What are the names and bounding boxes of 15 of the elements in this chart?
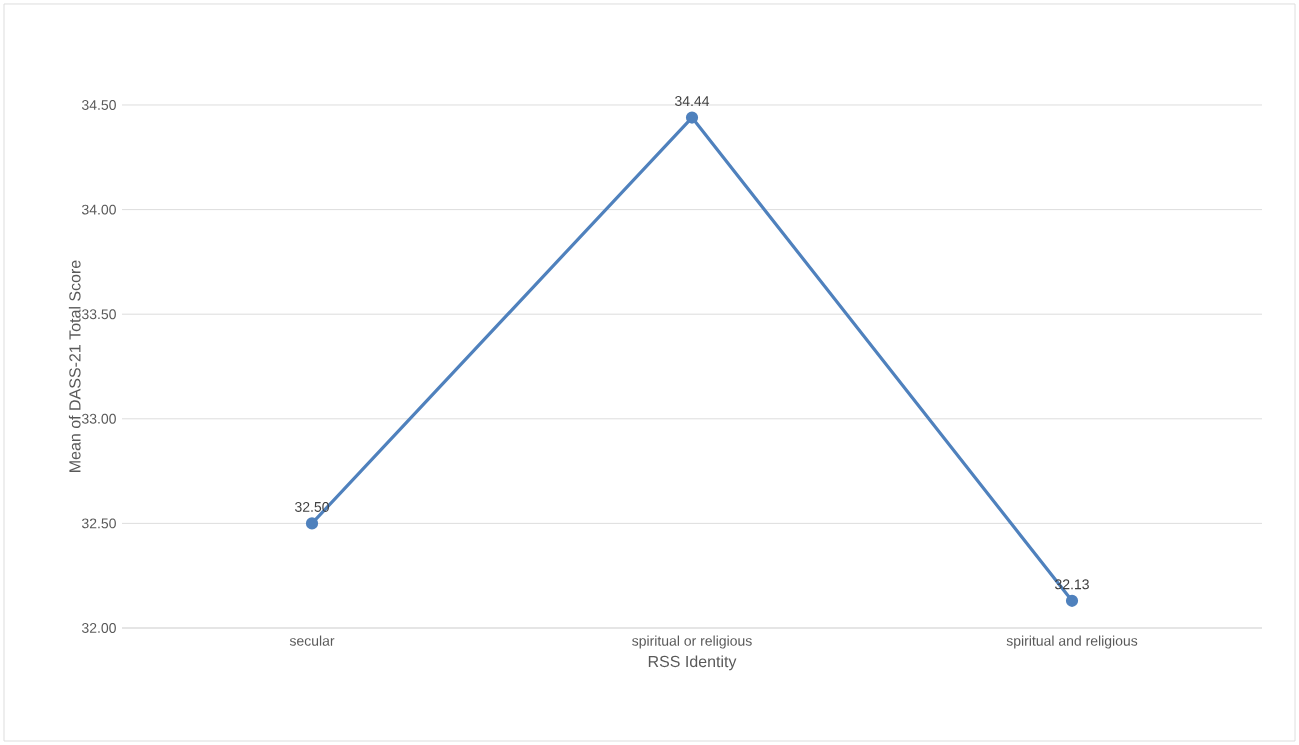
x-tick-label: spiritual or religious: [632, 635, 752, 649]
y-tick-label: 33.00: [81, 413, 116, 424]
y-tick-label: 32.00: [81, 623, 116, 633]
y-tick-label: 34.50: [81, 100, 116, 110]
x-tick-label: secular: [289, 635, 335, 646]
x-tick-label: spiritual and religious: [1006, 635, 1138, 649]
x-axis-title: RSS Identity: [648, 655, 737, 671]
data-label: 34.44: [675, 96, 710, 107]
point: [685, 111, 699, 124]
point: [1065, 594, 1079, 607]
y-tick-label: 33.50: [81, 309, 116, 320]
y-axis-title: Mean of DASS-21 Total Score: [68, 260, 81, 472]
y-tick-label: 32.50: [81, 518, 116, 529]
y-tick-label: 34.00: [81, 204, 116, 215]
point: [305, 517, 319, 530]
